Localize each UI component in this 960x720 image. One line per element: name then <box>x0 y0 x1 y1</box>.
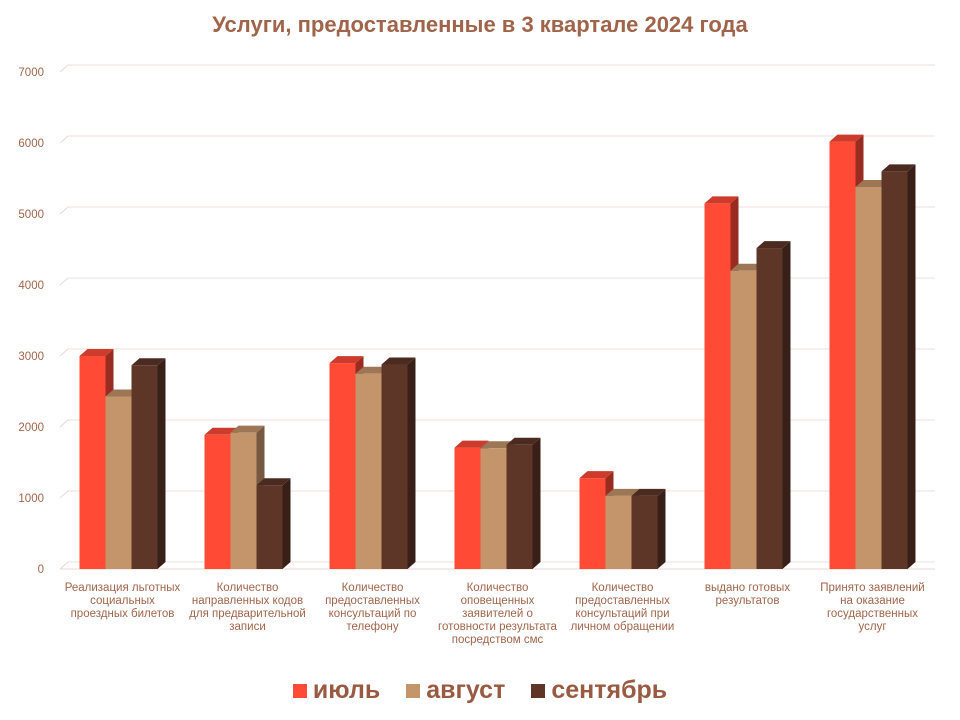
bar-июль <box>704 203 731 569</box>
bar-сентябрь <box>256 485 283 569</box>
bar-top <box>756 241 791 249</box>
bar-top <box>480 441 515 449</box>
bar-top <box>855 180 890 188</box>
bar-top <box>506 437 541 445</box>
grid-line-slant <box>59 490 69 499</box>
bar-top <box>105 389 140 397</box>
grid-line-slant <box>59 419 69 428</box>
bar-август <box>230 432 257 569</box>
bar-top <box>381 357 416 365</box>
legend-item-august[interactable]: август <box>406 676 505 705</box>
x-category-label: Количество предоставленных консультаций … <box>325 582 420 633</box>
bar-top <box>230 425 265 433</box>
y-tick-label: 0 <box>38 564 44 576</box>
bar-сентябрь <box>381 364 408 569</box>
legend-label-august: август <box>426 676 506 704</box>
bar-top <box>454 440 489 448</box>
bar-сентябрь <box>506 444 533 569</box>
legend-item-september[interactable]: сентябрь <box>531 676 667 705</box>
bar-сентябрь <box>131 365 158 569</box>
legend-swatch-august <box>406 683 421 698</box>
grid-line-slant <box>59 206 69 215</box>
bar-top <box>79 349 114 356</box>
y-tick-label: 2000 <box>18 422 44 434</box>
y-tick-label: 3000 <box>18 351 44 363</box>
bar-top <box>329 356 364 364</box>
bar-август <box>355 373 382 569</box>
bar-август <box>605 495 632 569</box>
bar-август <box>105 396 132 569</box>
bar-top <box>605 488 640 496</box>
y-tick-label: 1000 <box>18 493 44 505</box>
y-tick-label: 4000 <box>18 280 44 292</box>
bar-top <box>631 488 666 496</box>
x-category-label: выдано готовых результатов <box>704 582 791 607</box>
bar-top <box>730 263 765 271</box>
bar-сентябрь <box>881 171 908 569</box>
bar-side <box>657 488 666 569</box>
bar-top <box>204 427 239 435</box>
x-category-label: Количество предоставленных консультаций … <box>570 582 675 633</box>
bar-top <box>131 358 166 366</box>
x-category-label: Количество направленных кодов для предва… <box>189 582 306 633</box>
bar-top <box>704 196 739 204</box>
bar-side <box>157 358 166 569</box>
bar-top <box>881 164 916 172</box>
bar-top <box>355 366 390 374</box>
legend-swatch-september <box>531 683 546 698</box>
bar-top <box>829 134 864 142</box>
grid-line-slant <box>59 348 69 357</box>
bar-сентябрь <box>756 248 783 569</box>
legend-label-july: июль <box>312 676 381 704</box>
bar-side <box>282 478 291 569</box>
bar-top <box>256 478 291 486</box>
bar-side <box>532 437 541 569</box>
bar-top <box>579 471 614 479</box>
bar-июль <box>79 356 106 569</box>
grid-line-slant <box>59 135 69 144</box>
bar-июль <box>454 447 481 569</box>
bar-side <box>907 164 916 569</box>
legend-label-september: сентябрь <box>551 676 668 704</box>
x-category-label: Количество оповещенных заявителей о гото… <box>438 582 557 646</box>
x-category-label: Реализация льготных социальных проездных… <box>64 582 181 620</box>
y-tick-label: 5000 <box>18 209 44 221</box>
bar-июль <box>579 478 606 569</box>
bar-август <box>480 448 507 569</box>
grid-line-slant <box>59 561 69 570</box>
bar-июль <box>329 363 356 569</box>
bar-сентябрь <box>631 495 658 569</box>
bar-июль <box>204 434 231 569</box>
grid-line-slant <box>59 277 69 286</box>
x-category-label: Принято заявлений на оказание государств… <box>820 582 925 633</box>
bar-август <box>730 270 757 569</box>
legend-swatch-july <box>292 683 307 698</box>
bar-side <box>782 241 791 569</box>
bar-side <box>407 357 416 569</box>
legend: июль август сентябрь <box>0 676 960 705</box>
y-tick-label: 6000 <box>18 138 44 150</box>
y-tick-label: 7000 <box>18 67 44 79</box>
bar-август <box>855 187 882 569</box>
chart-title: Услуги, предоставленные в 3 квартале 202… <box>212 12 748 37</box>
bar-июль <box>829 141 856 569</box>
grid-line-slant <box>59 64 69 73</box>
legend-item-july[interactable]: июль <box>292 676 381 705</box>
